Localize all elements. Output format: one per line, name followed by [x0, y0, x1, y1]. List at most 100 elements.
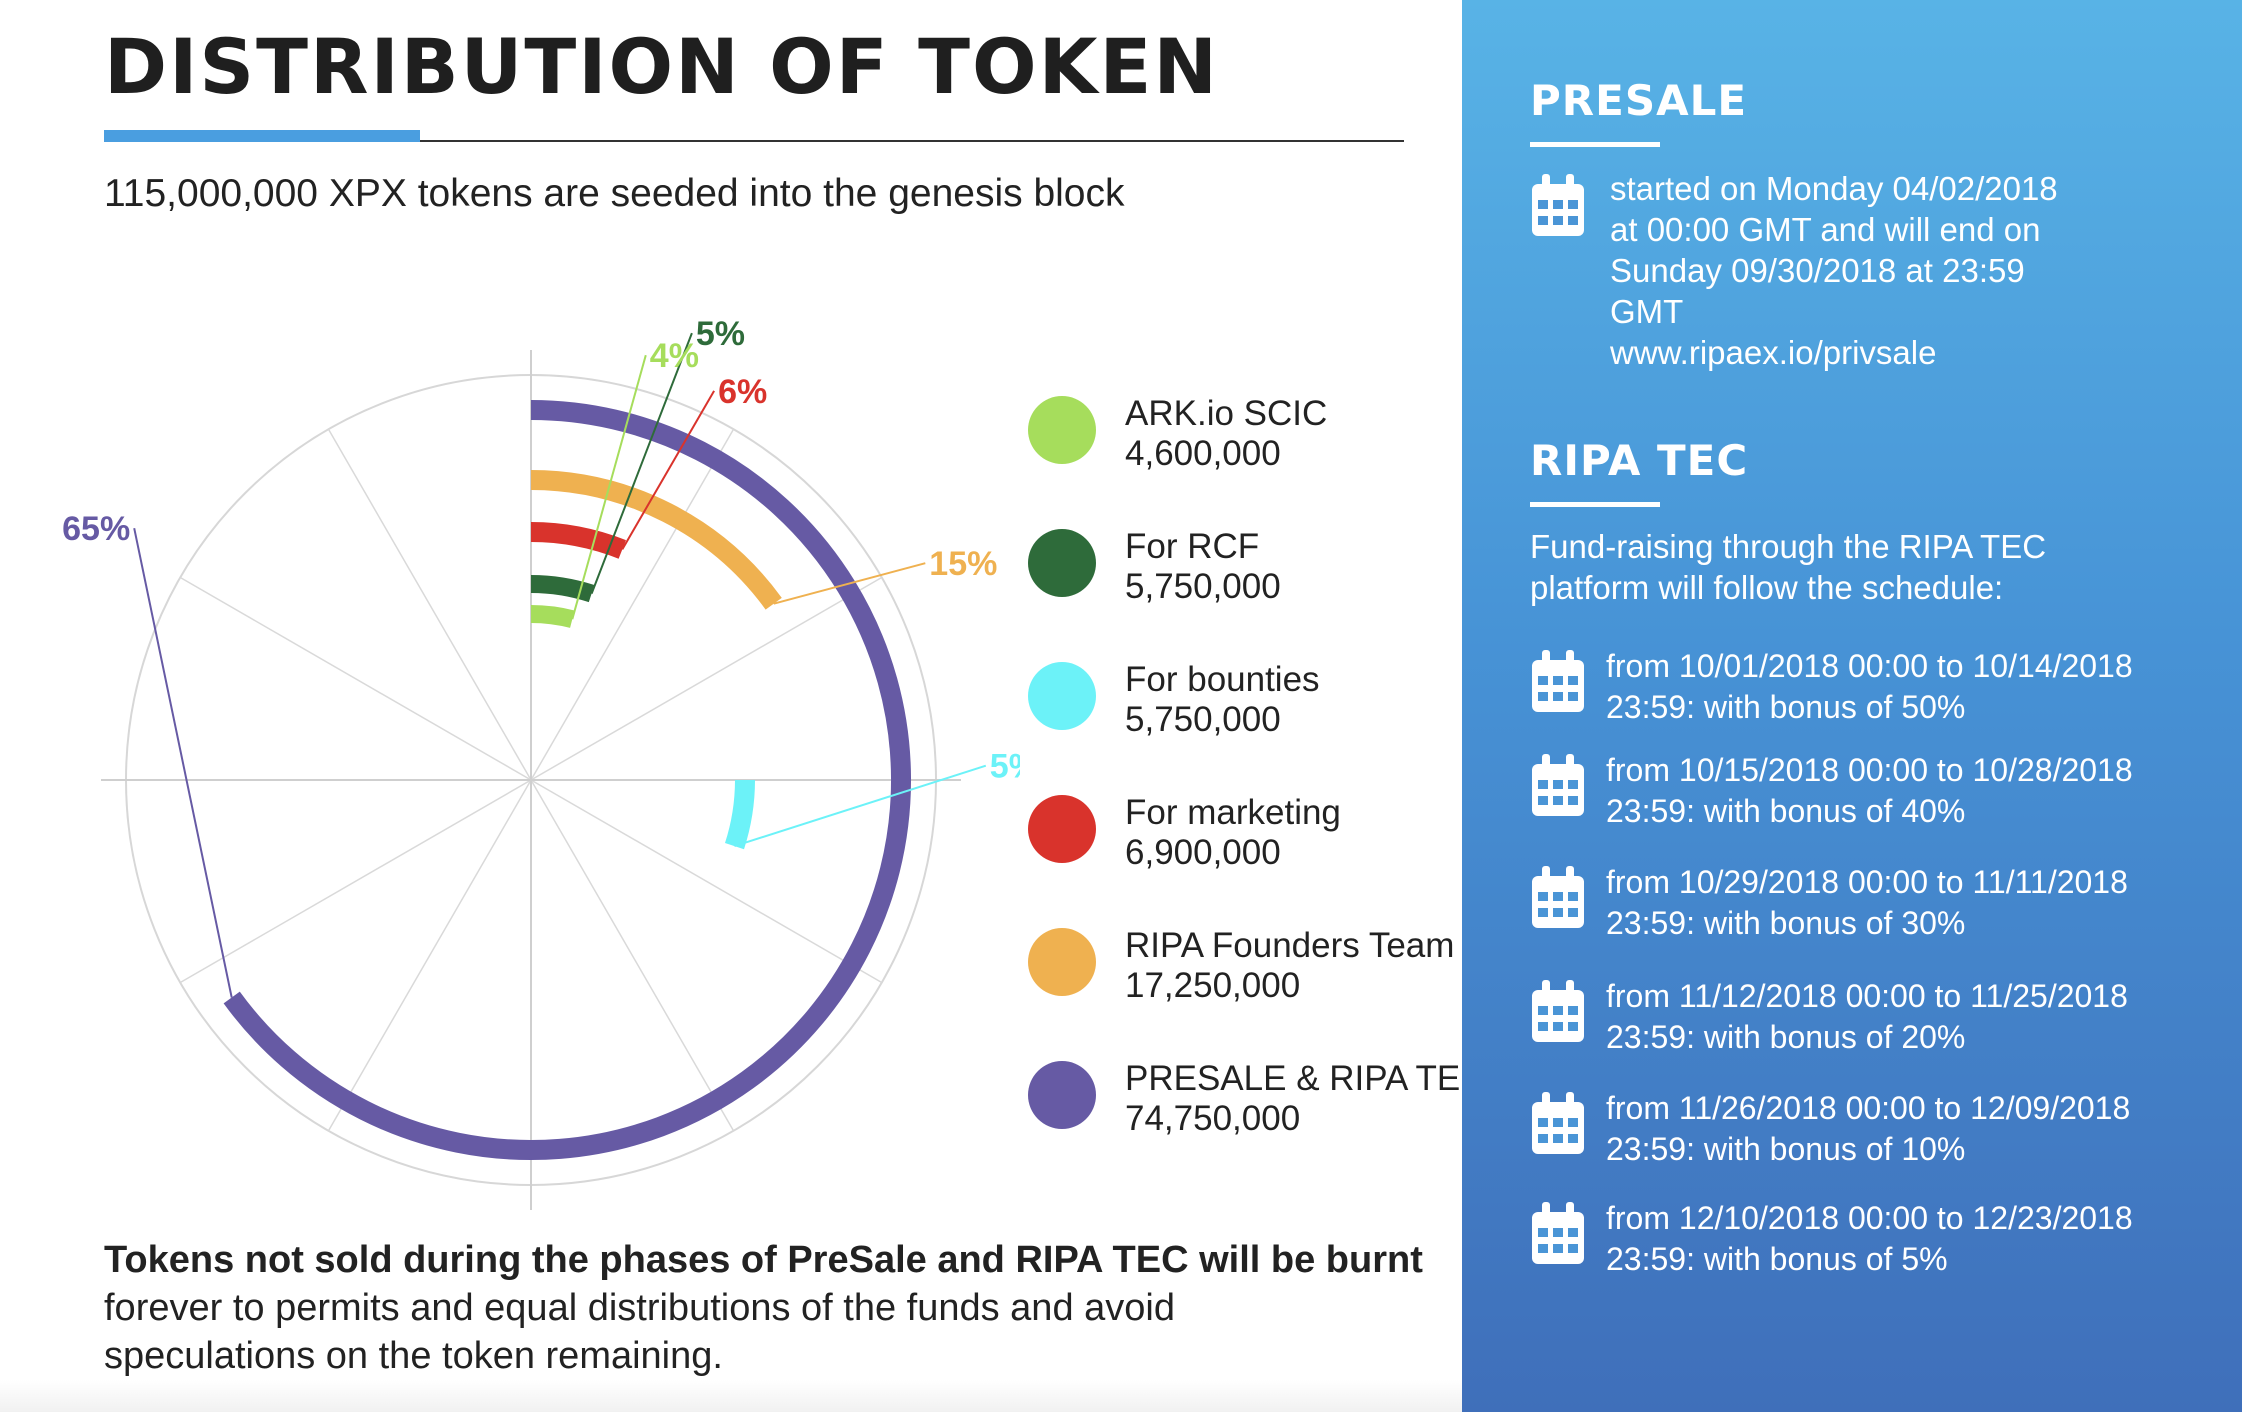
- schedule-item: from 10/29/2018 00:00 to 11/11/2018 23:5…: [1530, 862, 2230, 952]
- chart-bars: [223, 400, 911, 1160]
- intro-line: platform will follow the schedule:: [1530, 569, 2004, 606]
- schedule-line: 23:59: with bonus of 30%: [1606, 905, 1966, 941]
- legend-item-founders-team: RIPA Founders Team 17,250,000: [1028, 922, 1468, 1055]
- legend-label: PRESALE & RIPA TEC: [1125, 1059, 1486, 1098]
- presale-line: Sunday 09/30/2018 at 23:59: [1610, 252, 2025, 289]
- schedule-line: from 10/15/2018 00:00 to 10/28/2018: [1606, 752, 2133, 788]
- grid-spoke: [179, 576, 532, 781]
- leader-line-ark-scic: [571, 354, 647, 620]
- leader-line-marketing: [621, 390, 715, 550]
- presale-line: at 00:00 GMT and will end on: [1610, 211, 2041, 248]
- grid-spoke: [530, 428, 735, 781]
- schedule-line: 23:59: with bonus of 40%: [1606, 793, 1966, 829]
- legend-value: 74,750,000: [1125, 1099, 1301, 1138]
- legend-swatch-marketing: [1028, 795, 1096, 863]
- schedule-text: from 12/10/2018 00:00 to 12/23/2018 23:5…: [1606, 1198, 2133, 1280]
- schedule-line: from 11/12/2018 00:00 to 11/25/2018: [1606, 978, 2128, 1014]
- presale-line: GMT: [1610, 293, 1684, 330]
- footnote-line: speculations on the token remaining.: [104, 1335, 723, 1377]
- calendar-icon: [1530, 1092, 1586, 1156]
- schedule-item: from 10/01/2018 00:00 to 10/14/2018 23:5…: [1530, 646, 2230, 736]
- legend-item-marketing: For marketing 6,900,000: [1028, 789, 1468, 922]
- distribution-radial-chart: 65%15%6%5%4%5%: [62, 315, 1020, 1210]
- legend-value: 17,250,000: [1125, 966, 1301, 1005]
- legend-label: For RCF: [1125, 527, 1260, 566]
- page-subtitle: 115,000,000 XPX tokens are seeded into t…: [104, 172, 1125, 215]
- title-accent-bar: [104, 130, 420, 142]
- grid-spoke: [530, 576, 883, 781]
- leader-line-bounties: [734, 764, 987, 848]
- calendar-icon: [1530, 866, 1586, 930]
- schedule-line: from 11/26/2018 00:00 to 12/09/2018: [1606, 1090, 2131, 1126]
- legend-item-rcf: For RCF 5,750,000: [1028, 523, 1468, 656]
- legend-label: RIPA Founders Team: [1125, 926, 1455, 965]
- bar-ark-scic: [530, 604, 575, 628]
- chart-legend: ARK.io SCIC 4,600,000 For RCF 5,750,000 …: [1028, 390, 1486, 1188]
- legend-item-bounties: For bounties 5,750,000: [1028, 656, 1468, 789]
- schedule-text: from 10/29/2018 00:00 to 11/11/2018 23:5…: [1606, 862, 2128, 944]
- bar-presale-ripa-tec: [223, 400, 911, 1160]
- percent-label-presale-ripa-tec: 65%: [62, 510, 130, 548]
- calendar-icon: [1530, 174, 1586, 238]
- bar-founders-team: [530, 470, 782, 610]
- legend-swatch-presale-ripa-tec: [1028, 1061, 1096, 1129]
- legend-item-ark-scic: ARK.io SCIC 4,600,000: [1028, 390, 1468, 523]
- schedule-line: 23:59: with bonus of 20%: [1606, 1019, 1966, 1055]
- left-panel: DISTRIBUTION OF TOKEN 115,000,000 XPX to…: [0, 22, 1486, 1412]
- leader-line-rcf: [590, 332, 693, 594]
- bar-rcf: [530, 575, 595, 603]
- legend-swatch-ark-scic: [1028, 396, 1096, 464]
- right-panel: PRESALE started on Monday 04/02/2018 at …: [1462, 0, 2242, 1412]
- grid-spoke: [530, 779, 735, 1132]
- percent-label-founders-team: 15%: [929, 545, 997, 583]
- schedule-line: 23:59: with bonus of 5%: [1606, 1241, 1948, 1277]
- bar-marketing: [530, 522, 626, 559]
- schedule-item: from 11/12/2018 00:00 to 11/25/2018 23:5…: [1530, 976, 2230, 1066]
- percent-label-ark-scic: 4%: [650, 337, 699, 375]
- grid-spoke: [530, 779, 883, 984]
- schedule-line: from 10/29/2018 00:00 to 11/11/2018: [1606, 864, 2128, 900]
- schedule-item: from 11/26/2018 00:00 to 12/09/2018 23:5…: [1530, 1088, 2230, 1178]
- footnote-bold: Tokens not sold during the phases of Pre…: [104, 1239, 1423, 1281]
- bottom-fade: [0, 1380, 1462, 1412]
- legend-value: 5,750,000: [1125, 700, 1281, 739]
- burn-footnote: Tokens not sold during the phases of Pre…: [104, 1236, 1444, 1380]
- calendar-icon: [1530, 754, 1586, 818]
- presale-title-underline: [1530, 142, 1660, 147]
- legend-value: 4,600,000: [1125, 434, 1281, 473]
- schedule-line: from 12/10/2018 00:00 to 12/23/2018: [1606, 1200, 2133, 1236]
- grid-spoke: [179, 779, 532, 984]
- legend-swatch-rcf: [1028, 529, 1096, 597]
- schedule-text: from 11/12/2018 00:00 to 11/25/2018 23:5…: [1606, 976, 2128, 1058]
- ripa-tec-title: RIPA TEC: [1530, 436, 1749, 485]
- schedule-line: 23:59: with bonus of 50%: [1606, 689, 1966, 725]
- intro-line: Fund-raising through the RIPA TEC: [1530, 528, 2047, 565]
- schedule-item: from 10/15/2018 00:00 to 10/28/2018 23:5…: [1530, 750, 2230, 840]
- chart-grid: [101, 350, 961, 1210]
- presale-title: PRESALE: [1530, 76, 1748, 125]
- leader-line-presale-ripa-tec: [133, 527, 233, 998]
- legend-value: 5,750,000: [1125, 567, 1281, 606]
- schedule-item: from 12/10/2018 00:00 to 12/23/2018 23:5…: [1530, 1198, 2230, 1288]
- ripa-tec-title-underline: [1530, 502, 1660, 507]
- calendar-icon: [1530, 650, 1586, 714]
- ripa-tec-intro: Fund-raising through the RIPA TEC platfo…: [1530, 526, 2046, 608]
- schedule-text: from 10/15/2018 00:00 to 10/28/2018 23:5…: [1606, 750, 2133, 832]
- bar-bounties: [724, 779, 755, 850]
- schedule-text: from 11/26/2018 00:00 to 12/09/2018 23:5…: [1606, 1088, 2130, 1170]
- presale-details: started on Monday 04/02/2018 at 00:00 GM…: [1610, 168, 2058, 373]
- legend-swatch-bounties: [1028, 662, 1096, 730]
- percent-label-bounties: 5%: [990, 748, 1020, 786]
- legend-item-presale-ripa-tec: PRESALE & RIPA TEC 74,750,000: [1028, 1055, 1486, 1188]
- presale-link[interactable]: www.ripaex.io/privsale: [1610, 334, 1937, 371]
- presale-line: started on Monday 04/02/2018: [1610, 170, 2058, 207]
- schedule-line: 23:59: with bonus of 10%: [1606, 1131, 1966, 1167]
- title-divider: [104, 140, 1404, 142]
- percent-label-rcf: 5%: [696, 315, 745, 353]
- legend-value: 6,900,000: [1125, 833, 1281, 872]
- calendar-icon: [1530, 1202, 1586, 1266]
- legend-label: For bounties: [1125, 660, 1320, 699]
- percent-label-marketing: 6%: [718, 373, 767, 411]
- legend-swatch-founders-team: [1028, 928, 1096, 996]
- calendar-icon: [1530, 980, 1586, 1044]
